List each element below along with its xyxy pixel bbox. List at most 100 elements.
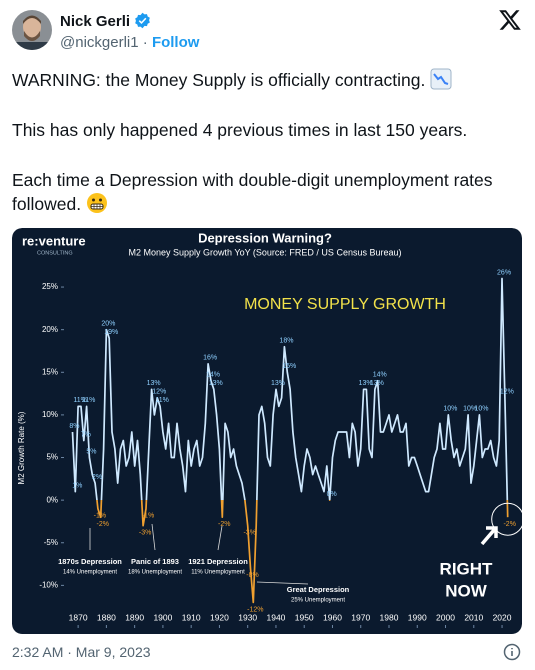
y-tick-label: 5% [46, 453, 58, 462]
annotation: MONEY SUPPLY GROWTH [244, 296, 446, 313]
author-name[interactable]: Nick Gerli [60, 12, 151, 30]
annotation: NOW [445, 581, 488, 600]
chart-title: Depression Warning? [198, 230, 332, 245]
value-label: -3% [243, 530, 255, 537]
x-tick-label: 1900 [153, 612, 172, 622]
handle-row: @nickgerli1 · Follow [60, 34, 199, 51]
value-label: 11% [82, 397, 96, 404]
x-tick-label: 1880 [97, 612, 116, 622]
value-label: -2% [97, 521, 109, 528]
x-tick-label: 1940 [266, 612, 285, 622]
value-label: -3% [139, 530, 151, 537]
verified-badge [135, 12, 151, 29]
handle[interactable]: @nickgerli1 [60, 34, 139, 51]
pointer [151, 523, 156, 551]
value-label: 13% [271, 380, 285, 387]
value-label: 10% [463, 406, 477, 413]
value-label: -8% [246, 572, 258, 579]
value-label: -1% [94, 513, 106, 520]
paragraph-text: Each time a Depression with double-digit… [12, 170, 493, 214]
brand-tagline: CONSULTING [37, 250, 73, 256]
x-tick-label: 1870 [69, 612, 88, 622]
x-tick-label: 1890 [125, 612, 144, 622]
value-label: 13% [359, 380, 373, 387]
x-tick-label: 1960 [323, 612, 342, 622]
value-label: 19% [104, 329, 118, 336]
value-label: 1% [72, 482, 82, 489]
avatar[interactable] [12, 10, 52, 50]
annotation: 1870s Depression [58, 557, 122, 566]
annotation: 1921 Depression [188, 557, 248, 566]
y-tick-label: 25% [42, 282, 58, 291]
y-tick-label: 0% [46, 495, 58, 504]
annotation: 14% Unemployment [63, 570, 117, 576]
x-tick-label: 2010 [464, 612, 483, 622]
value-label: 13% [147, 380, 161, 387]
annotation: 11% Unemployment [191, 570, 245, 576]
chart: re:venture CONSULTING Depression Warning… [12, 228, 522, 634]
value-label: 20% [101, 321, 115, 328]
focus-circle [491, 502, 522, 536]
separator: · [142, 34, 148, 51]
x-tick-label: 1910 [182, 612, 201, 622]
value-label: -2% [218, 521, 230, 528]
chart-background [12, 228, 522, 634]
y-tick-label: 10% [42, 410, 58, 419]
x-tick-label: 1980 [380, 612, 399, 622]
annotation: RIGHT [440, 559, 494, 578]
tweet-paragraph: This has only happened 4 previous times … [12, 118, 527, 142]
tweet-paragraph: Each time a Depression with double-digit… [12, 168, 527, 216]
follow-button[interactable]: Follow [151, 34, 200, 51]
chart-down-emoji [430, 68, 452, 90]
value-label: 5% [86, 448, 96, 455]
x-tick-label: 2000 [436, 612, 455, 622]
value-label: 2% [92, 474, 102, 481]
x-tick-label: 2020 [493, 612, 512, 622]
timestamp-text[interactable]: 2:32 AM · Mar 9, 2023 [12, 644, 151, 660]
timestamp[interactable]: 2:32 AM · Mar 9, 2023 [12, 644, 151, 660]
value-label: -12% [247, 606, 263, 613]
y-tick-label: -5% [44, 538, 58, 547]
value-label: 26% [497, 269, 511, 276]
value-label: 11% [73, 397, 87, 404]
value-label: 8% [69, 423, 79, 430]
info-icon[interactable] [503, 643, 521, 661]
annotation: Panic of 1893 [131, 557, 179, 566]
value-label: 10% [474, 406, 488, 413]
value-label: 15% [282, 363, 296, 370]
growth-line [71, 277, 509, 604]
value-label: 11% [155, 397, 169, 404]
right-now-arrow [480, 526, 498, 546]
value-label: -1% [142, 513, 154, 520]
annotation: 25% Unemployment [291, 598, 345, 604]
value-label: 16% [203, 355, 217, 362]
y-axis-label: M2 Growth Rate (%) [17, 411, 26, 484]
x-tick-label: 1930 [238, 612, 257, 622]
brand-name: re:venture [22, 233, 86, 248]
y-tick-label: 20% [42, 325, 58, 334]
x-logo[interactable] [498, 8, 522, 32]
value-label: 14% [373, 372, 387, 379]
value-label: 14% [206, 372, 220, 379]
value-label: 18% [279, 338, 293, 345]
annotation: Great Depression [287, 585, 350, 594]
author-name-text[interactable]: Nick Gerli [60, 13, 131, 30]
y-tick-label: -10% [39, 580, 58, 589]
pointer [217, 525, 223, 551]
value-label: -2% [503, 521, 515, 528]
x-tick-label: 1990 [408, 612, 427, 622]
pointer [256, 581, 309, 585]
grimace-emoji [86, 193, 107, 213]
annotation: 18% Unemployment [128, 570, 182, 576]
value-label: 12% [500, 389, 514, 396]
y-tick-label: 15% [42, 367, 58, 376]
value-label: 10% [443, 406, 457, 413]
paragraph-text: This has only happened 4 previous times … [12, 120, 468, 140]
x-tick-label: 1970 [351, 612, 370, 622]
tweet-paragraph: WARNING: the Money Supply is officially … [12, 68, 527, 92]
paragraph-text: WARNING: the Money Supply is officially … [12, 70, 426, 90]
x-tick-label: 1950 [295, 612, 314, 622]
value-label: 13% [370, 380, 384, 387]
value-label: 13% [209, 380, 223, 387]
value-label: 7% [81, 431, 91, 438]
